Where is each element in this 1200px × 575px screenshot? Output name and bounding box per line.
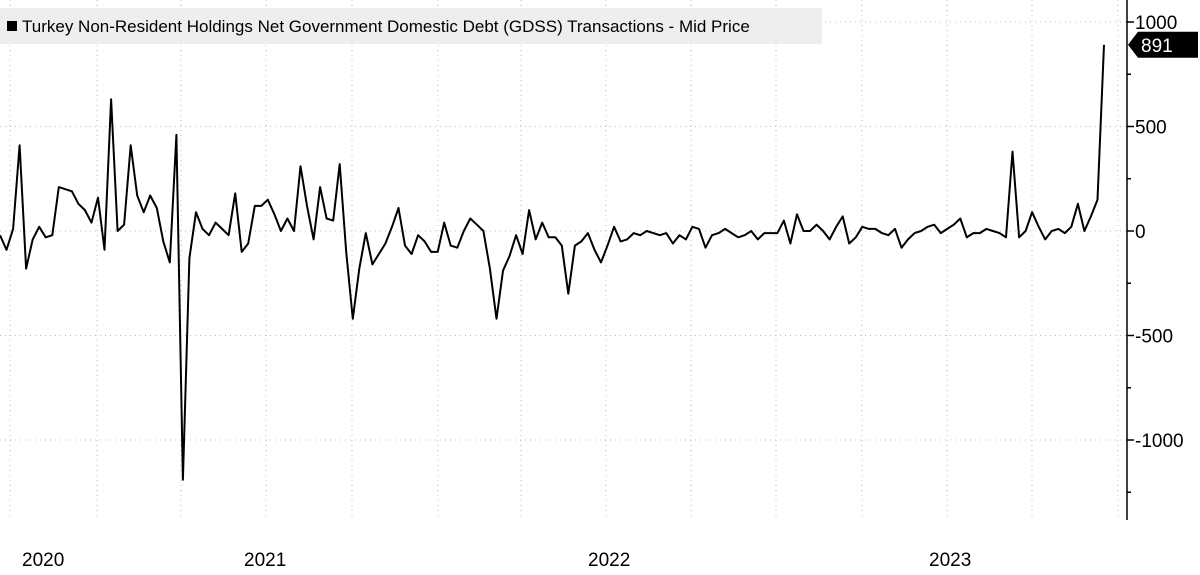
- x-tick-label: 2022: [588, 550, 630, 571]
- y-tick-label: -500: [1135, 327, 1173, 348]
- last-value-marker: 891: [1128, 31, 1198, 58]
- x-axis: 2020 2021 2022 2023: [22, 550, 971, 571]
- legend-background: [0, 8, 822, 44]
- x-tick-label: 2021: [244, 550, 286, 571]
- legend-swatch: [7, 21, 17, 31]
- y-tick-label: -1000: [1135, 431, 1184, 452]
- grid: [0, 0, 1126, 520]
- legend: Turkey Non-Resident Holdings Net Governm…: [0, 8, 822, 44]
- series-layer: [0, 44, 1105, 481]
- y-tick-label: 0: [1135, 222, 1146, 243]
- y-tick-label: 1000: [1135, 13, 1177, 34]
- legend-label: Turkey Non-Resident Holdings Net Governm…: [22, 17, 750, 36]
- y-tick-label: 500: [1135, 118, 1167, 139]
- last-value-label: 891: [1141, 36, 1173, 57]
- last-value-background: [1128, 31, 1198, 58]
- x-tick-label: 2023: [929, 550, 971, 571]
- x-tick-label: 2020: [22, 550, 64, 571]
- series-line: [0, 44, 1105, 481]
- y-axis: 1000 500 0 -500 -1000: [1126, 0, 1184, 520]
